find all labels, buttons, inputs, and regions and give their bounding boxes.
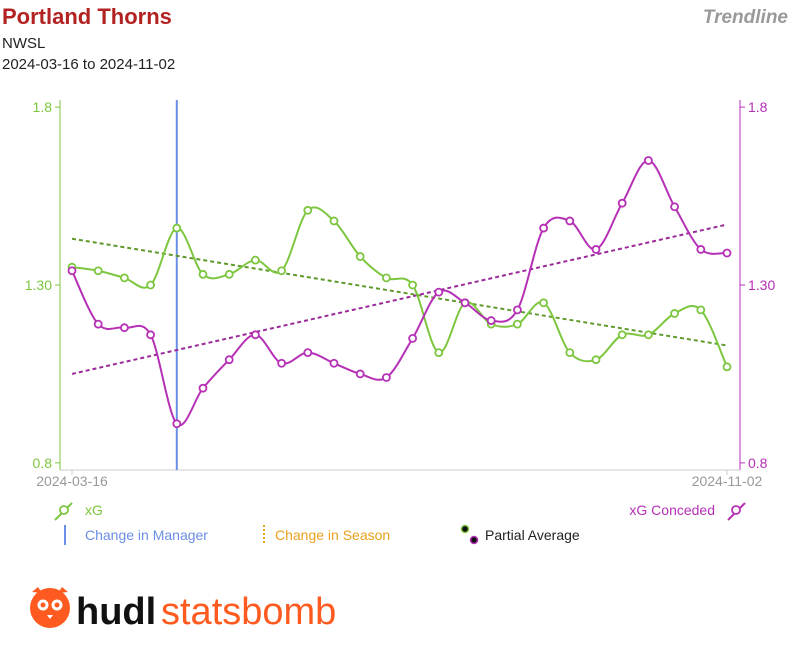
left-tick-label: 1.8 xyxy=(33,99,53,115)
point-xg xyxy=(146,280,156,290)
point-xg-conceded xyxy=(408,333,418,343)
point-xg-conceded xyxy=(696,245,706,254)
point-xg xyxy=(198,269,208,279)
point-xg xyxy=(120,273,129,283)
legend-season-label: Change in Season xyxy=(275,527,390,543)
point-xg-conceded xyxy=(303,348,313,357)
point-xg-conceded xyxy=(120,323,129,333)
point-xg-conceded xyxy=(486,316,496,325)
point-xg xyxy=(513,319,522,329)
point-xg xyxy=(277,266,287,276)
legend-partial-marker-conceded xyxy=(469,535,479,545)
left-tick-label: 1.30 xyxy=(25,277,52,293)
point-xg-conceded xyxy=(644,156,653,165)
point-xg-conceded xyxy=(539,223,548,233)
competition-label: NWSL xyxy=(2,35,46,52)
right-tick-label: 1.8 xyxy=(748,99,768,115)
point-xg-conceded xyxy=(722,248,732,258)
point-xg xyxy=(408,280,418,290)
x-tick-label-end: 2024-11-02 xyxy=(692,473,763,489)
point-xg-conceded xyxy=(591,245,601,254)
legend-xg-conceded-label: xG Conceded xyxy=(629,502,715,518)
team-title: Portland Thorns xyxy=(2,4,172,29)
point-xg-conceded xyxy=(277,358,287,368)
point-xg xyxy=(670,309,679,318)
chart-type-label: Trendline xyxy=(702,7,788,28)
date-range-label: 2024-03-16 to 2024-11-02 xyxy=(2,56,176,73)
point-xg-conceded xyxy=(565,216,575,226)
point-xg-conceded xyxy=(434,287,444,297)
hudl-statsbomb-logo: hudl statsbomb xyxy=(30,587,336,633)
point-xg xyxy=(539,298,548,308)
point-xg xyxy=(434,348,444,357)
point-xg-conceded xyxy=(224,355,234,365)
series-line-xg xyxy=(71,206,728,368)
logo-text-hudl: hudl xyxy=(76,591,156,633)
point-xg xyxy=(644,330,653,340)
x-tick-label-start: 2024-03-16 xyxy=(36,473,108,489)
point-xg-conceded xyxy=(460,298,470,308)
point-xg-conceded xyxy=(355,369,365,379)
legend-xg-conceded-marker xyxy=(731,505,741,515)
point-xg xyxy=(565,348,575,357)
point-xg-conceded xyxy=(198,383,208,393)
point-xg-conceded xyxy=(329,358,339,368)
logo-text-statsbomb: statsbomb xyxy=(161,591,336,633)
point-xg-conceded xyxy=(67,266,77,276)
point-xg-conceded xyxy=(146,330,156,340)
point-xg xyxy=(303,205,313,215)
point-xg-conceded xyxy=(513,305,522,315)
trendline-xg xyxy=(71,237,728,347)
point-xg-conceded xyxy=(172,419,182,429)
point-xg-conceded xyxy=(617,198,627,208)
point-xg-conceded xyxy=(250,330,260,340)
point-xg xyxy=(355,252,365,261)
left-tick-label: 0.8 xyxy=(33,455,53,471)
legend-xg-label: xG xyxy=(85,502,103,518)
right-tick-label: 0.8 xyxy=(748,455,768,471)
point-xg xyxy=(329,216,339,226)
legend-partial-label: Partial Average xyxy=(485,527,580,543)
point-xg xyxy=(172,223,182,233)
point-xg-conceded xyxy=(381,373,391,382)
point-xg-conceded xyxy=(93,319,103,329)
legend-partial-marker-xg xyxy=(460,524,470,534)
right-tick-label: 1.30 xyxy=(748,277,775,293)
point-xg xyxy=(617,330,627,340)
point-xg xyxy=(696,305,706,315)
point-xg xyxy=(250,255,260,265)
point-xg xyxy=(224,269,234,279)
legend-manager-label: Change in Manager xyxy=(85,527,208,543)
point-xg xyxy=(381,273,391,283)
point-xg xyxy=(722,362,732,372)
point-xg xyxy=(93,266,103,276)
trendline-xg-conceded xyxy=(71,223,728,375)
point-xg xyxy=(591,355,601,365)
hudl-owl-icon xyxy=(30,587,70,628)
legend-xg-marker xyxy=(59,505,69,515)
point-xg-conceded xyxy=(670,202,679,212)
